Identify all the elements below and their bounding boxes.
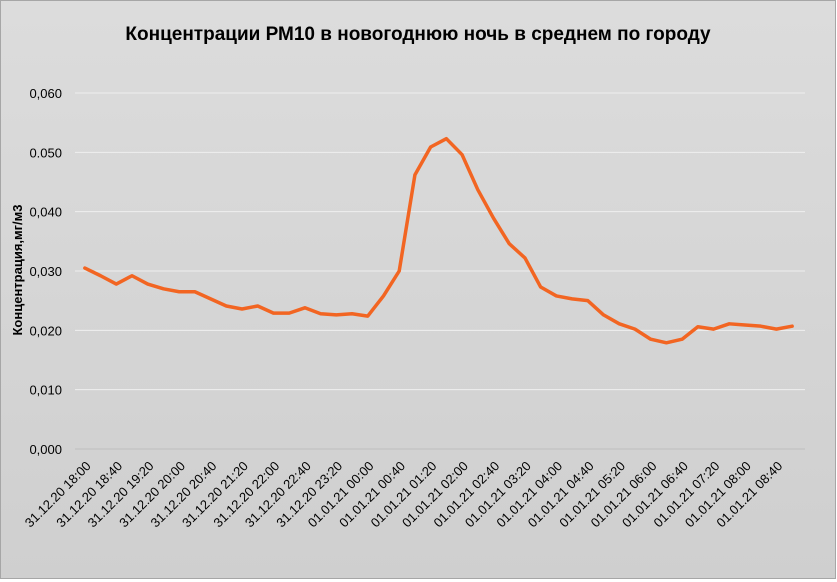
y-tick-label: 0,030 xyxy=(29,264,62,279)
y-tick-label: 0,000 xyxy=(29,442,62,457)
y-tick-label: 0,040 xyxy=(29,205,62,220)
y-tick-label: 0,060 xyxy=(29,86,62,101)
y-tick-label: 0,020 xyxy=(29,323,62,338)
y-tick-label: 0.050 xyxy=(29,145,62,160)
chart-title: Концентрации РМ10 в новогоднюю ночь в ср… xyxy=(125,24,711,45)
y-tick-label: 0,010 xyxy=(29,383,62,398)
marks xyxy=(83,136,794,345)
y-axis-label: Концентрация,мг/м3 xyxy=(10,204,25,335)
line-series xyxy=(83,136,794,345)
